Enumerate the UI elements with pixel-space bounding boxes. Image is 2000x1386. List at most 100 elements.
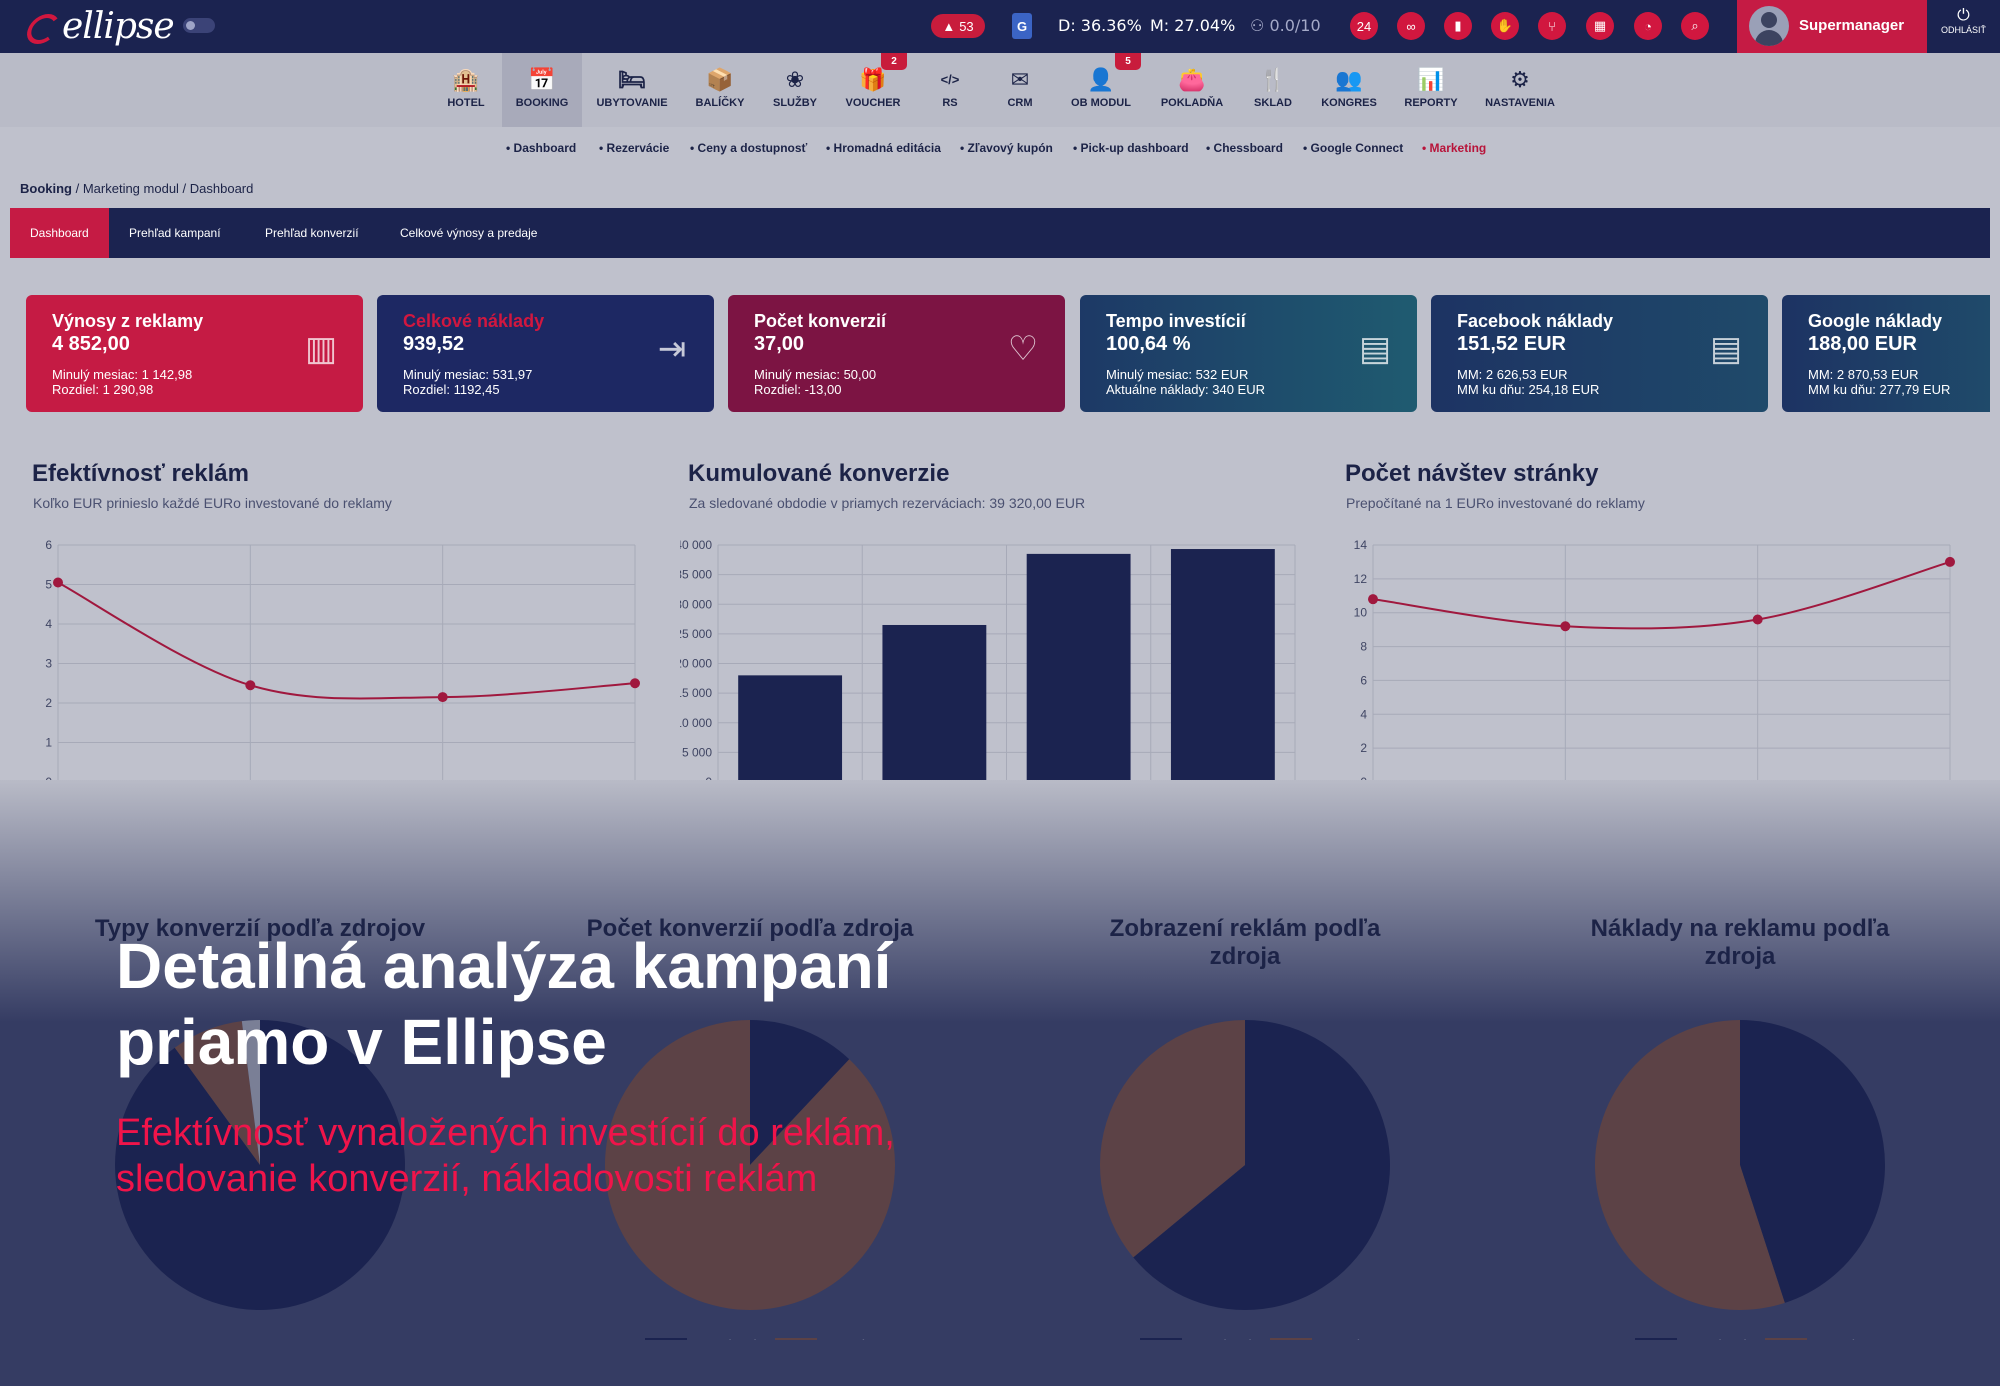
subnav-chessboard[interactable]: • Chessboard [1206, 141, 1283, 155]
module-voucher[interactable]: 2 🎁 VOUCHER [838, 53, 908, 127]
card-line: Aktuálne náklady: 340 EUR [1106, 382, 1265, 397]
24h-icon[interactable]: 24 [1350, 12, 1378, 40]
kpi-card-konverzie[interactable]: Počet konverzií 37,00 Minulý mesiac: 50,… [728, 295, 1065, 412]
y-tick-label: 20 000 [680, 657, 712, 671]
y-tick-label: 6 [45, 538, 52, 552]
legend-swatch [1140, 1338, 1182, 1340]
module-rs[interactable]: </> RS [925, 53, 975, 127]
zobrazenia-reklam-pie: Facebook Google [1100, 1020, 1390, 1340]
occupancy-value: 0.0/10 [1269, 16, 1321, 35]
pie-slice [241, 1020, 260, 1165]
subnav-marketing[interactable]: • Marketing [1422, 141, 1487, 155]
legend-label: Google [1815, 1337, 1863, 1340]
module-label: UBYTOVANIE [596, 97, 668, 109]
module-kongres[interactable]: 👥 KONGRES [1313, 53, 1385, 127]
subnav-kupon[interactable]: • Zľavový kupón [960, 141, 1053, 155]
pie-slice [1100, 1020, 1245, 1258]
tab-celkove-vynosy[interactable]: Celkové výnosy a predaje [400, 226, 538, 240]
app-logo[interactable]: ellipse [22, 6, 175, 47]
bar-chart-icon[interactable]: ▮ [1444, 12, 1472, 40]
card-title: Facebook náklady [1457, 311, 1614, 331]
pie-slice [174, 1021, 260, 1165]
subnav-label: Chessboard [1213, 141, 1283, 155]
kpi-card-vynosy[interactable]: Výnosy z reklamy 4 852,00 Minulý mesiac:… [26, 295, 363, 412]
mode-toggle[interactable] [183, 18, 215, 33]
module-sluzby[interactable]: ❀ SLUŽBY [764, 53, 826, 127]
alerts-button[interactable]: ▲ 53 [931, 14, 985, 38]
module-pokladna[interactable]: 👛 POKLADŇA [1156, 53, 1228, 127]
subnav-pickup[interactable]: • Pick-up dashboard [1073, 141, 1189, 155]
binoculars-icon[interactable]: ∞ [1397, 12, 1425, 40]
module-crm[interactable]: ✉ CRM [995, 53, 1045, 127]
module-label: HOTEL [447, 97, 485, 109]
subnav-hromadna[interactable]: • Hromadná editácia [826, 141, 941, 155]
kpi-card-naklady[interactable]: Celkové náklady 939,52 Minulý mesiac: 53… [377, 295, 714, 412]
module-label: OB MODUL [1071, 97, 1131, 109]
search-icon[interactable]: ⌕ [1681, 12, 1709, 40]
user-menu[interactable]: Supermanager [1737, 0, 1927, 53]
module-label: KONGRES [1321, 97, 1377, 109]
bell-icon[interactable]: ◔ [1634, 12, 1662, 40]
hand-coin-icon[interactable]: ✋ [1491, 12, 1519, 40]
person-icon: 👤 [1087, 67, 1115, 92]
data-point [1560, 621, 1571, 632]
calendar-icon[interactable]: ▦ [1586, 12, 1614, 40]
subnav-ceny[interactable]: • Ceny a dostupnosť [690, 141, 808, 155]
subnav-rezervacie[interactable]: • Rezervácie [599, 141, 670, 155]
logout-button[interactable]: ⏻ ODHLÁSIŤ [1927, 0, 2000, 53]
card-value: 100,64 % [1106, 333, 1191, 355]
pie-slice [114, 1020, 405, 1310]
module-ubytovanie[interactable]: 🛏 UBYTOVANIE [590, 53, 674, 127]
card-title: Tempo investícií [1106, 311, 1246, 331]
legend-label: Google [825, 1337, 873, 1340]
module-label: SKLAD [1254, 97, 1292, 109]
module-reporty[interactable]: 📊 REPORTY [1399, 53, 1463, 127]
kpi-card-tempo[interactable]: Tempo investícií 100,64 % Minulý mesiac:… [1080, 295, 1417, 412]
mail-icon: ✉ [1010, 67, 1030, 92]
y-tick-label: 4 [45, 617, 52, 631]
kpi-card-facebook[interactable]: Facebook náklady 151,52 EUR MM: 2 626,53… [1431, 295, 1768, 412]
google-icon[interactable]: G [1012, 13, 1032, 39]
legend-label: Facebook [1190, 1337, 1256, 1340]
chart-subtitle: Prepočítané na 1 EURo investované do rek… [1346, 495, 1645, 511]
tab-prehlad-konverzii[interactable]: Prehľad konverzií [265, 226, 359, 240]
module-label: CRM [1007, 97, 1033, 109]
avatar [1749, 6, 1789, 46]
module-hotel[interactable]: 🏨 HOTEL [436, 53, 496, 127]
legend-swatch [1270, 1338, 1312, 1340]
module-booking[interactable]: 📅 BOOKING [502, 53, 582, 127]
module-balicky[interactable]: 📦 BALÍČKY [686, 53, 754, 127]
card-line: Rozdiel: 1 290,98 [52, 382, 154, 397]
calendar-arrow-icon: ▤ [1709, 330, 1743, 368]
chart-title: Počet návštev stránky [1345, 460, 1599, 487]
subnav-dashboard[interactable]: • Dashboard [506, 141, 577, 155]
chart-subtitle: Za sledované obdodie v priamych rezervác… [689, 495, 1086, 511]
subnav-label: Zľavový kupón [967, 141, 1053, 155]
module-sklad[interactable]: 🍴 SKLAD [1248, 53, 1298, 127]
stat-month: M: 27.04% [1150, 16, 1236, 35]
module-label: REPORTY [1404, 97, 1458, 109]
pie-title: Počet konverzií podľa zdroja [586, 915, 914, 942]
module-nastavenia[interactable]: ⚙ NASTAVENIA [1480, 53, 1560, 127]
legend-label: Google [1320, 1337, 1368, 1340]
subnav-google-connect[interactable]: • Google Connect [1303, 141, 1404, 155]
y-tick-label: 40 000 [680, 538, 712, 552]
bed-icon: 🛏 [618, 67, 646, 92]
tab-dashboard[interactable]: Dashboard [10, 208, 109, 258]
module-ob-modul[interactable]: 5 👤 OB MODUL [1066, 53, 1141, 127]
series-line [1372, 560, 1951, 630]
promo-headline-line: Detailná analýza kampaní [116, 930, 892, 1002]
tab-prehlad-kampani[interactable]: Prehľad kampaní [129, 226, 221, 240]
pie-title: Zobrazení reklám podľa zdroja [1109, 915, 1381, 970]
people-icon: ⚇ [1250, 16, 1270, 35]
subnav-label: Pick-up dashboard [1080, 141, 1189, 155]
module-label: POKLADŇA [1160, 97, 1224, 109]
card-value: 151,52 EUR [1457, 333, 1566, 355]
user-name: Supermanager [1799, 17, 1905, 34]
breadcrumb-root[interactable]: Booking [20, 181, 72, 196]
sub-nav: • Dashboard • Rezervácie • Ceny a dostup… [0, 127, 2000, 167]
stat-day: D: 36.36% [1058, 16, 1142, 35]
cutlery-icon[interactable]: ⑂ [1538, 12, 1566, 40]
kpi-card-google[interactable]: Google náklady 188,00 EUR MM: 2 870,53 E… [1782, 295, 1990, 412]
bar [738, 675, 843, 782]
